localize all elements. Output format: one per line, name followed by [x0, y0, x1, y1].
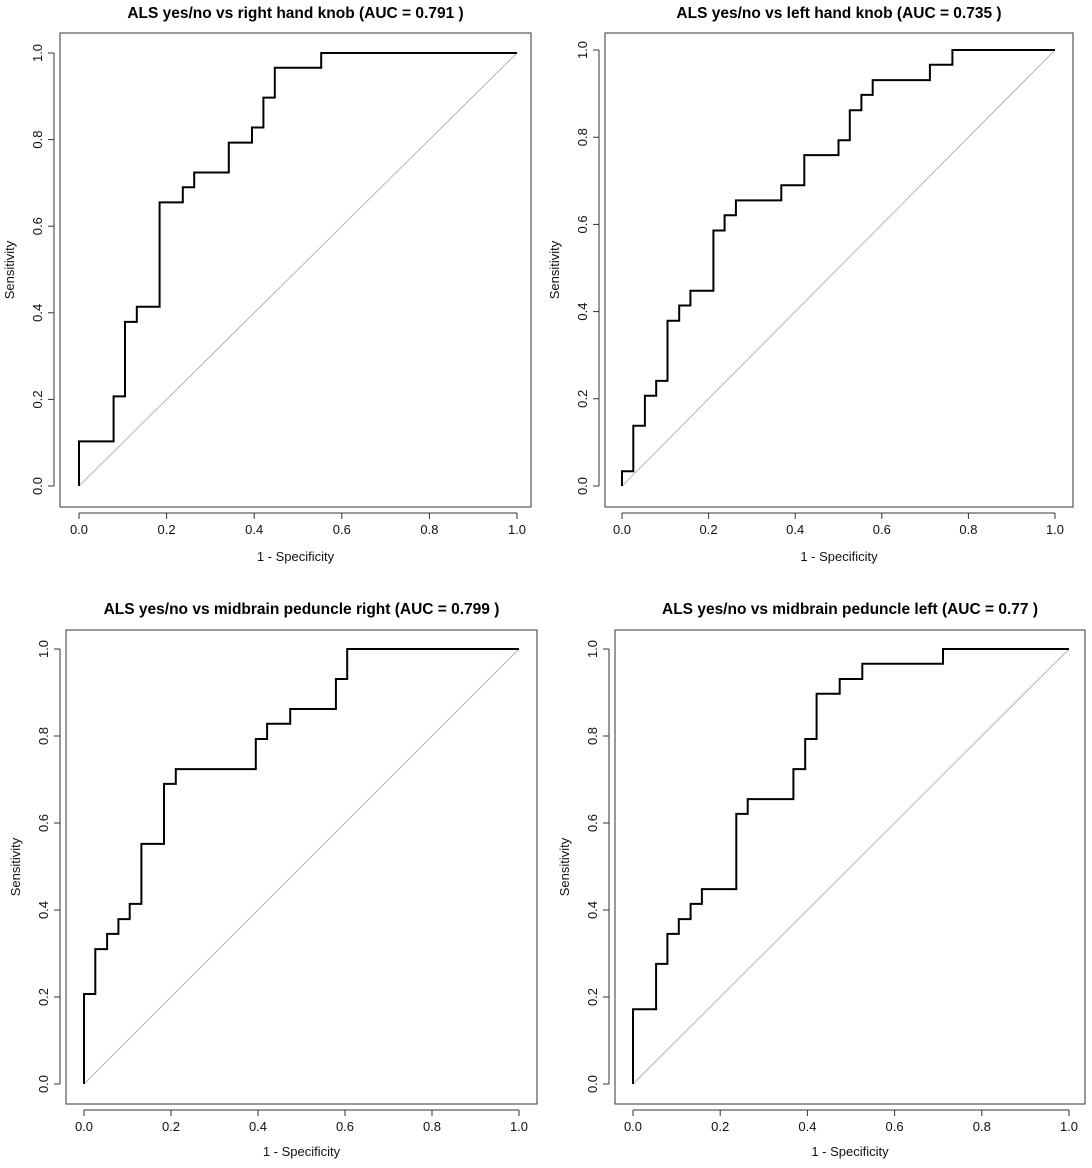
y-tick-label: 0.8	[36, 727, 51, 745]
plot-group: ALS yes/no vs midbrain peduncle right (A…	[8, 601, 538, 1159]
y-axis-label: Sensitivity	[547, 240, 562, 299]
plot-group: ALS yes/no vs right hand knob (AUC = 0.7…	[2, 5, 532, 564]
reference-diagonal	[83, 648, 520, 1085]
x-tick-label: 1.0	[1060, 1119, 1078, 1134]
roc-curve	[78, 52, 517, 486]
y-tick-label: 0.6	[575, 215, 590, 233]
y-tick-label: 0.8	[30, 131, 45, 149]
y-tick-label: 0.2	[30, 390, 45, 408]
roc-panel-midbrain-peduncle-right: ALS yes/no vs midbrain peduncle right (A…	[0, 584, 546, 1168]
reference-diagonal	[621, 49, 1056, 487]
chart-title: ALS yes/no vs right hand knob (AUC = 0.7…	[127, 5, 463, 22]
plot-group: ALS yes/no vs midbrain peduncle left (AU…	[557, 601, 1086, 1159]
roc-chart-right-hand-knob: ALS yes/no vs right hand knob (AUC = 0.7…	[2, 5, 532, 564]
y-tick-label: 0.0	[585, 1075, 600, 1093]
x-tick-label: 0.0	[70, 522, 88, 537]
roc-chart-left-hand-knob: ALS yes/no vs left hand knob (AUC = 0.73…	[547, 5, 1074, 564]
x-tick-label: 0.6	[336, 1119, 354, 1134]
x-tick-label: 0.0	[613, 522, 631, 537]
x-tick-label: 0.4	[798, 1119, 816, 1134]
y-tick-label: 0.8	[585, 727, 600, 745]
roc-panel-right-hand-knob: ALS yes/no vs right hand knob (AUC = 0.7…	[0, 0, 546, 580]
y-tick-label: 0.4	[36, 901, 51, 919]
x-axis-label: 1 - Specificity	[263, 1144, 341, 1159]
x-tick-label: 1.0	[1046, 522, 1064, 537]
x-tick-label: 0.8	[959, 522, 977, 537]
plot-group: ALS yes/no vs left hand knob (AUC = 0.73…	[547, 5, 1074, 564]
y-axis-label: Sensitivity	[2, 240, 17, 299]
y-tick-label: 0.6	[30, 217, 45, 235]
x-tick-label: 0.0	[75, 1119, 93, 1134]
x-axis-label: 1 - Specificity	[800, 549, 878, 564]
roc-panel-left-hand-knob: ALS yes/no vs left hand knob (AUC = 0.73…	[546, 0, 1092, 580]
x-tick-label: 0.6	[333, 522, 351, 537]
y-tick-label: 1.0	[585, 640, 600, 658]
x-tick-label: 0.2	[700, 522, 718, 537]
y-tick-label: 0.4	[30, 304, 45, 322]
y-tick-label: 0.0	[30, 477, 45, 495]
plot-frame	[614, 629, 1086, 1105]
y-tick-label: 1.0	[575, 41, 590, 59]
chart-title: ALS yes/no vs left hand knob (AUC = 0.73…	[676, 5, 1001, 22]
roc-curve	[632, 648, 1069, 1084]
y-tick-label: 1.0	[36, 640, 51, 658]
roc-curve	[83, 648, 519, 1084]
x-tick-label: 0.2	[711, 1119, 729, 1134]
y-tick-label: 0.4	[585, 901, 600, 919]
chart-title: ALS yes/no vs midbrain peduncle left (AU…	[662, 601, 1038, 618]
roc-panel-midbrain-peduncle-left: ALS yes/no vs midbrain peduncle left (AU…	[546, 584, 1092, 1168]
x-tick-label: 0.8	[420, 522, 438, 537]
x-tick-label: 0.8	[973, 1119, 991, 1134]
y-axis-label: Sensitivity	[557, 837, 572, 896]
plot-frame	[604, 32, 1074, 508]
y-tick-label: 0.8	[575, 128, 590, 146]
x-tick-label: 0.4	[249, 1119, 267, 1134]
x-tick-label: 1.0	[508, 522, 526, 537]
x-tick-label: 0.4	[245, 522, 263, 537]
y-tick-label: 1.0	[30, 44, 45, 62]
plot-frame	[59, 32, 532, 508]
y-tick-label: 0.4	[575, 303, 590, 321]
x-tick-label: 0.6	[886, 1119, 904, 1134]
y-tick-label: 0.2	[585, 988, 600, 1006]
x-axis-label: 1 - Specificity	[257, 549, 335, 564]
roc-chart-midbrain-peduncle-left: ALS yes/no vs midbrain peduncle left (AU…	[557, 601, 1086, 1159]
x-tick-label: 1.0	[510, 1119, 528, 1134]
x-tick-label: 0.2	[162, 1119, 180, 1134]
y-tick-label: 0.2	[36, 988, 51, 1006]
x-tick-label: 0.6	[873, 522, 891, 537]
y-axis-label: Sensitivity	[8, 837, 23, 896]
x-tick-label: 0.2	[158, 522, 176, 537]
reference-diagonal	[78, 52, 518, 487]
y-tick-label: 0.0	[575, 477, 590, 495]
y-tick-label: 0.0	[36, 1075, 51, 1093]
plot-frame	[65, 629, 538, 1105]
chart-title: ALS yes/no vs midbrain peduncle right (A…	[104, 601, 500, 618]
x-tick-label: 0.0	[624, 1119, 642, 1134]
x-tick-label: 0.8	[423, 1119, 441, 1134]
roc-curve	[621, 49, 1055, 486]
x-tick-label: 0.4	[786, 522, 804, 537]
y-tick-label: 0.6	[585, 814, 600, 832]
roc-chart-midbrain-peduncle-right: ALS yes/no vs midbrain peduncle right (A…	[8, 601, 538, 1159]
y-tick-label: 0.6	[36, 814, 51, 832]
x-axis-label: 1 - Specificity	[811, 1144, 889, 1159]
y-tick-label: 0.2	[575, 390, 590, 408]
reference-diagonal	[632, 648, 1070, 1085]
